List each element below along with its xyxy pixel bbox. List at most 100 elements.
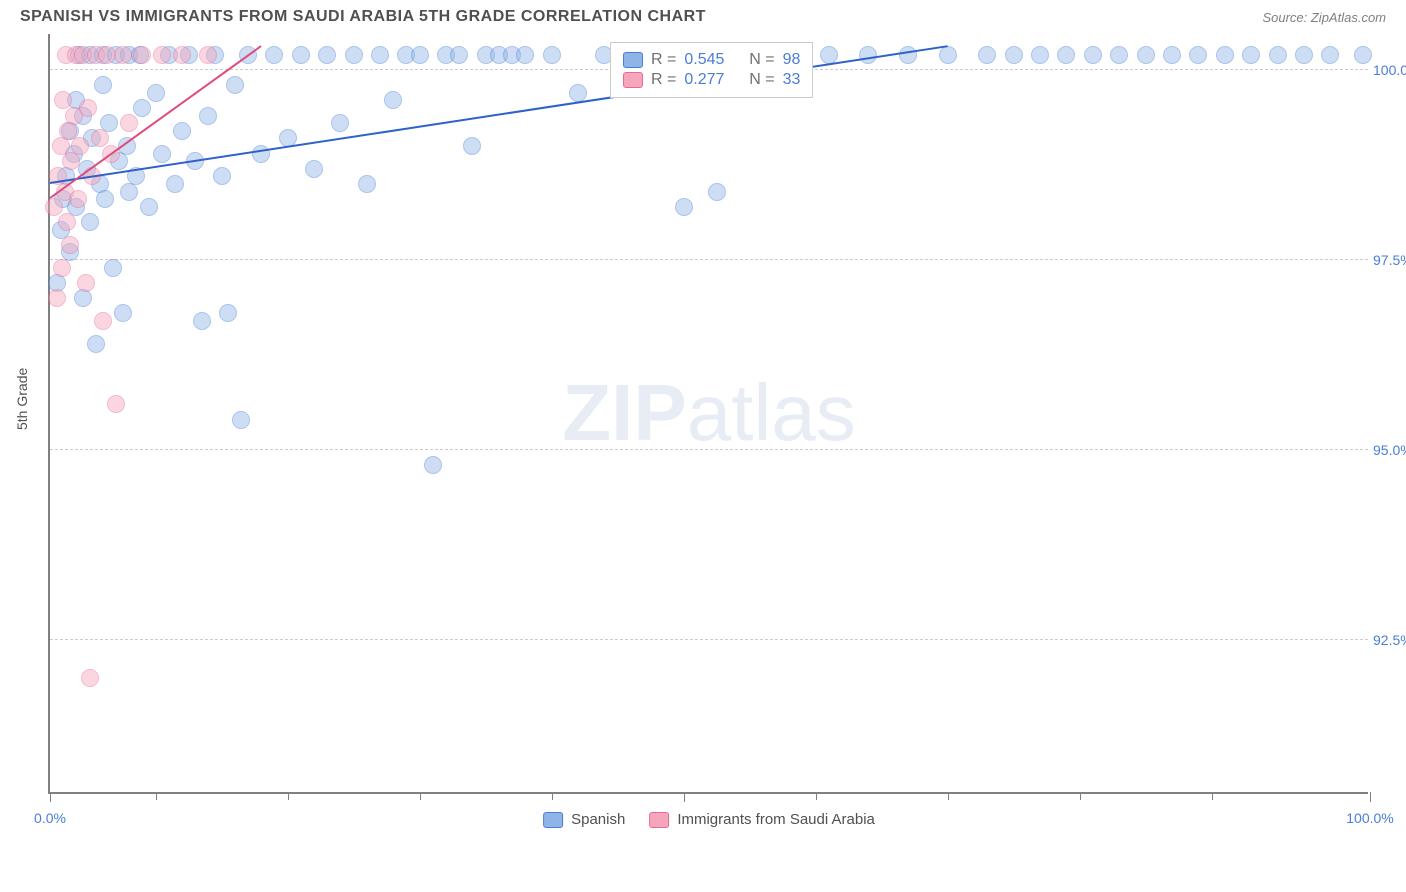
x-tick: [288, 792, 289, 800]
data-point: [424, 456, 442, 474]
data-point: [1084, 46, 1102, 64]
data-point: [543, 46, 561, 64]
series-legend: Spanish Immigrants from Saudi Arabia: [543, 811, 875, 828]
data-point: [79, 99, 97, 117]
data-point: [114, 46, 132, 64]
x-tick: [552, 792, 553, 800]
y-tick-label: 95.0%: [1373, 442, 1406, 458]
data-point: [193, 312, 211, 330]
data-point: [899, 46, 917, 64]
data-point: [463, 137, 481, 155]
data-point: [1295, 46, 1313, 64]
data-point: [104, 259, 122, 277]
legend-swatch: [543, 812, 563, 828]
data-point: [199, 107, 217, 125]
data-point: [153, 145, 171, 163]
data-point: [1321, 46, 1339, 64]
data-point: [133, 99, 151, 117]
x-tick: [816, 792, 817, 800]
stats-row: R =0.277 N =33: [623, 71, 800, 89]
data-point: [1137, 46, 1155, 64]
data-point: [384, 91, 402, 109]
data-point: [94, 312, 112, 330]
data-point: [675, 198, 693, 216]
chart-title: SPANISH VS IMMIGRANTS FROM SAUDI ARABIA …: [20, 8, 706, 26]
data-point: [213, 167, 231, 185]
legend-swatch: [623, 72, 643, 88]
data-point: [58, 213, 76, 231]
data-point: [265, 46, 283, 64]
data-point: [173, 122, 191, 140]
data-point: [1163, 46, 1181, 64]
data-point: [305, 160, 323, 178]
data-point: [219, 304, 237, 322]
r-value: 0.277: [684, 71, 724, 89]
data-point: [292, 46, 310, 64]
data-point: [133, 46, 151, 64]
source-text: Source: ZipAtlas.com: [1262, 10, 1386, 25]
gridline: [50, 259, 1368, 260]
data-point: [173, 46, 191, 64]
data-point: [120, 114, 138, 132]
data-point: [62, 152, 80, 170]
data-point: [1057, 46, 1075, 64]
data-point: [74, 289, 92, 307]
watermark: ZIPatlas: [562, 367, 855, 459]
x-tick-label: 0.0%: [34, 810, 66, 826]
x-tick: [1212, 792, 1213, 800]
data-point: [1005, 46, 1023, 64]
data-point: [358, 175, 376, 193]
data-point: [1354, 46, 1372, 64]
data-point: [153, 46, 171, 64]
n-value: 33: [783, 71, 801, 89]
gridline: [50, 449, 1368, 450]
data-point: [859, 46, 877, 64]
data-point: [252, 145, 270, 163]
data-point: [199, 46, 217, 64]
data-point: [1269, 46, 1287, 64]
data-point: [140, 198, 158, 216]
legend-label: Immigrants from Saudi Arabia: [677, 811, 875, 828]
data-point: [96, 190, 114, 208]
data-point: [820, 46, 838, 64]
data-point: [1110, 46, 1128, 64]
gridline: [50, 639, 1368, 640]
data-point: [81, 213, 99, 231]
data-point: [94, 76, 112, 94]
legend-swatch: [623, 52, 643, 68]
data-point: [569, 84, 587, 102]
x-tick: [420, 792, 421, 800]
x-tick-major: [1370, 792, 1371, 802]
data-point: [1242, 46, 1260, 64]
data-point: [516, 46, 534, 64]
data-point: [978, 46, 996, 64]
data-point: [331, 114, 349, 132]
data-point: [114, 304, 132, 322]
y-axis-label: 5th Grade: [14, 368, 30, 430]
x-tick-label: 100.0%: [1346, 810, 1393, 826]
data-point: [1216, 46, 1234, 64]
data-point: [450, 46, 468, 64]
data-point: [61, 236, 79, 254]
r-value: 0.545: [684, 51, 724, 69]
x-tick-major: [684, 792, 685, 802]
data-point: [226, 76, 244, 94]
data-point: [147, 84, 165, 102]
legend-item: Spanish: [543, 811, 625, 828]
y-tick-label: 92.5%: [1373, 632, 1406, 648]
data-point: [87, 335, 105, 353]
n-value: 98: [783, 51, 801, 69]
data-point: [48, 289, 66, 307]
x-tick: [1080, 792, 1081, 800]
scatter-plot: ZIPatlas 92.5%95.0%97.5%100.0%0.0%100.0%…: [48, 34, 1368, 794]
data-point: [81, 669, 99, 687]
data-point: [53, 259, 71, 277]
data-point: [939, 46, 957, 64]
stats-legend: R =0.545 N =98R =0.277 N =33: [610, 42, 813, 98]
y-tick-label: 100.0%: [1373, 62, 1406, 78]
legend-item: Immigrants from Saudi Arabia: [649, 811, 875, 828]
legend-label: Spanish: [571, 811, 625, 828]
x-tick: [948, 792, 949, 800]
data-point: [166, 175, 184, 193]
data-point: [77, 274, 95, 292]
